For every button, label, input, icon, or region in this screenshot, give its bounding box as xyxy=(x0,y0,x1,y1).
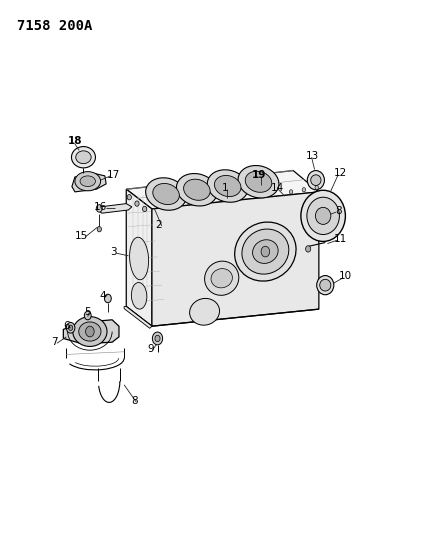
Circle shape xyxy=(306,246,311,252)
Circle shape xyxy=(302,188,306,192)
Ellipse shape xyxy=(214,175,241,197)
Polygon shape xyxy=(126,189,152,326)
Ellipse shape xyxy=(71,147,95,168)
Text: 14: 14 xyxy=(271,183,284,192)
Text: 17: 17 xyxy=(107,170,120,180)
Text: 4: 4 xyxy=(99,291,106,301)
Ellipse shape xyxy=(311,175,321,185)
Ellipse shape xyxy=(307,171,324,190)
Ellipse shape xyxy=(315,207,331,224)
Ellipse shape xyxy=(253,240,278,263)
Ellipse shape xyxy=(307,197,339,235)
Ellipse shape xyxy=(146,178,187,210)
Ellipse shape xyxy=(301,190,345,241)
Ellipse shape xyxy=(242,229,289,274)
Ellipse shape xyxy=(190,298,220,325)
Text: 9: 9 xyxy=(147,344,154,354)
Ellipse shape xyxy=(235,222,296,281)
Text: 2: 2 xyxy=(155,220,162,230)
Ellipse shape xyxy=(320,279,331,291)
Ellipse shape xyxy=(184,179,210,200)
Text: 8: 8 xyxy=(131,396,138,406)
Circle shape xyxy=(66,322,75,333)
Text: 18: 18 xyxy=(68,136,82,146)
Text: 6: 6 xyxy=(63,321,70,331)
Circle shape xyxy=(155,335,160,342)
Polygon shape xyxy=(63,320,119,344)
Ellipse shape xyxy=(211,269,232,288)
Text: 11: 11 xyxy=(334,234,347,244)
Text: 12: 12 xyxy=(334,168,347,178)
Ellipse shape xyxy=(245,171,272,192)
Circle shape xyxy=(289,190,293,194)
Circle shape xyxy=(84,311,91,320)
Circle shape xyxy=(152,332,163,345)
Circle shape xyxy=(96,205,102,212)
Text: 10: 10 xyxy=(339,271,352,281)
Polygon shape xyxy=(72,173,106,192)
Polygon shape xyxy=(124,306,152,328)
Circle shape xyxy=(261,246,270,257)
Circle shape xyxy=(97,227,101,232)
Text: 7158 200A: 7158 200A xyxy=(17,19,92,33)
Text: 19: 19 xyxy=(252,170,266,180)
Polygon shape xyxy=(98,204,132,213)
Polygon shape xyxy=(126,171,319,209)
Ellipse shape xyxy=(176,174,217,206)
Circle shape xyxy=(68,325,73,330)
Text: 1: 1 xyxy=(221,183,228,192)
Ellipse shape xyxy=(238,166,279,198)
Circle shape xyxy=(143,206,147,212)
Ellipse shape xyxy=(205,261,239,295)
Text: 5: 5 xyxy=(84,307,91,317)
Ellipse shape xyxy=(75,172,101,191)
Ellipse shape xyxy=(130,237,149,280)
Ellipse shape xyxy=(73,317,107,346)
Text: 13: 13 xyxy=(306,151,319,160)
Ellipse shape xyxy=(79,322,101,341)
Ellipse shape xyxy=(317,276,334,295)
Ellipse shape xyxy=(131,282,147,309)
Text: 16: 16 xyxy=(94,202,107,212)
Circle shape xyxy=(127,195,131,200)
Circle shape xyxy=(135,201,139,206)
Text: 3: 3 xyxy=(110,247,117,256)
Circle shape xyxy=(86,326,94,337)
Ellipse shape xyxy=(207,170,248,202)
Text: 15: 15 xyxy=(75,231,88,240)
Circle shape xyxy=(315,185,318,190)
Ellipse shape xyxy=(80,176,95,187)
Ellipse shape xyxy=(76,151,91,164)
Text: 8: 8 xyxy=(335,206,342,215)
Text: 7: 7 xyxy=(51,337,58,347)
Ellipse shape xyxy=(153,183,179,205)
Polygon shape xyxy=(152,192,319,326)
Circle shape xyxy=(104,294,111,303)
